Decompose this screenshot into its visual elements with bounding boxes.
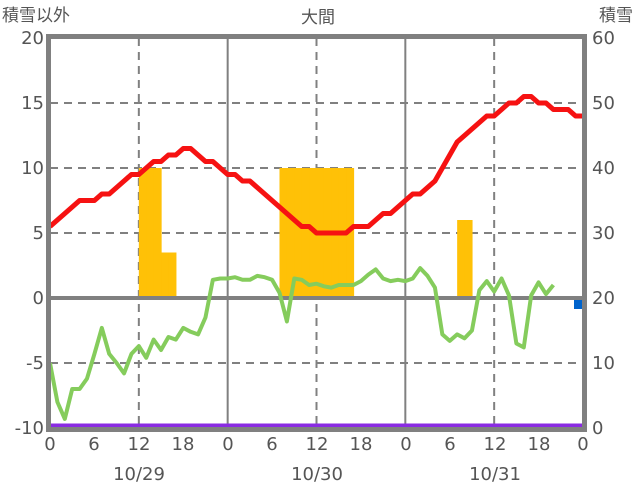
snow-depth-line-layer xyxy=(50,94,583,236)
y-tick-right-0: 60 xyxy=(592,28,615,49)
current-value-marker[interactable] xyxy=(574,300,583,309)
snowfall-bar-4 xyxy=(146,168,155,298)
y-tick-right-2: 40 xyxy=(592,158,615,179)
y-tick-left-2: 10 xyxy=(21,158,44,179)
y-tick-left-6: -10 xyxy=(14,418,44,439)
x-tick-9: 6 xyxy=(444,434,456,455)
snowfall-bar-12 xyxy=(294,168,303,298)
x-tick-5: 6 xyxy=(266,434,278,455)
day-label-2: 10/31 xyxy=(469,464,521,485)
y-tick-right-3: 30 xyxy=(592,223,615,244)
plot-border-right xyxy=(582,34,587,432)
snow-depth-line xyxy=(50,94,583,236)
x-tick-4: 0 xyxy=(222,434,234,455)
snowfall-bar-11 xyxy=(286,168,295,298)
chart-title: 大間 xyxy=(301,8,335,28)
day-label-0: 10/29 xyxy=(113,464,165,485)
snowfall-bar-5 xyxy=(153,168,162,298)
plot-border-bottom xyxy=(46,427,587,432)
x-tick-11: 18 xyxy=(527,434,551,455)
day-label-1: 10/30 xyxy=(291,464,343,485)
snowfall-bar-19 xyxy=(346,168,355,298)
x-tick-3: 18 xyxy=(171,434,195,455)
snowfall-bar-21 xyxy=(457,220,466,298)
snowfall-bar-7 xyxy=(168,252,177,298)
plot-border-top xyxy=(46,34,587,39)
x-tick-0: 0 xyxy=(44,434,56,455)
snowfall-bar-10 xyxy=(279,168,288,298)
x-tick-12: 0 xyxy=(577,434,589,455)
snowfall-bars-layer xyxy=(138,168,473,298)
snowfall-bar-6 xyxy=(161,252,170,298)
y-tick-left-4: 0 xyxy=(32,288,44,309)
y-tick-left-5: -5 xyxy=(26,353,44,374)
y-tick-right-4: 20 xyxy=(592,288,615,309)
snowfall-bar-13 xyxy=(301,168,310,298)
x-tick-7: 18 xyxy=(349,434,373,455)
x-tick-10: 12 xyxy=(483,434,507,455)
plot-border-left xyxy=(46,34,51,432)
y-tick-left-3: 5 xyxy=(32,223,44,244)
y-tick-right-6: 0 xyxy=(592,418,604,439)
y-tick-right-1: 50 xyxy=(592,93,615,114)
chart-canvas xyxy=(50,38,583,428)
snowfall-bar-22 xyxy=(464,220,473,298)
y-tick-left-1: 15 xyxy=(21,93,44,114)
x-tick-8: 0 xyxy=(400,434,412,455)
right-axis-title: 積雪 xyxy=(599,6,633,26)
temperature-line-layer xyxy=(50,266,555,421)
plot-area xyxy=(50,38,583,428)
x-tick-1: 6 xyxy=(88,434,100,455)
x-tick-6: 12 xyxy=(305,434,329,455)
x-tick-2: 12 xyxy=(127,434,151,455)
left-axis-title: 積雪以外 xyxy=(2,6,70,26)
snowfall-bar-3 xyxy=(138,168,147,298)
y-tick-left-0: 20 xyxy=(21,28,44,49)
y-tick-right-5: 10 xyxy=(592,353,615,374)
current-marker-layer xyxy=(574,300,583,309)
temperature-line xyxy=(50,266,555,421)
